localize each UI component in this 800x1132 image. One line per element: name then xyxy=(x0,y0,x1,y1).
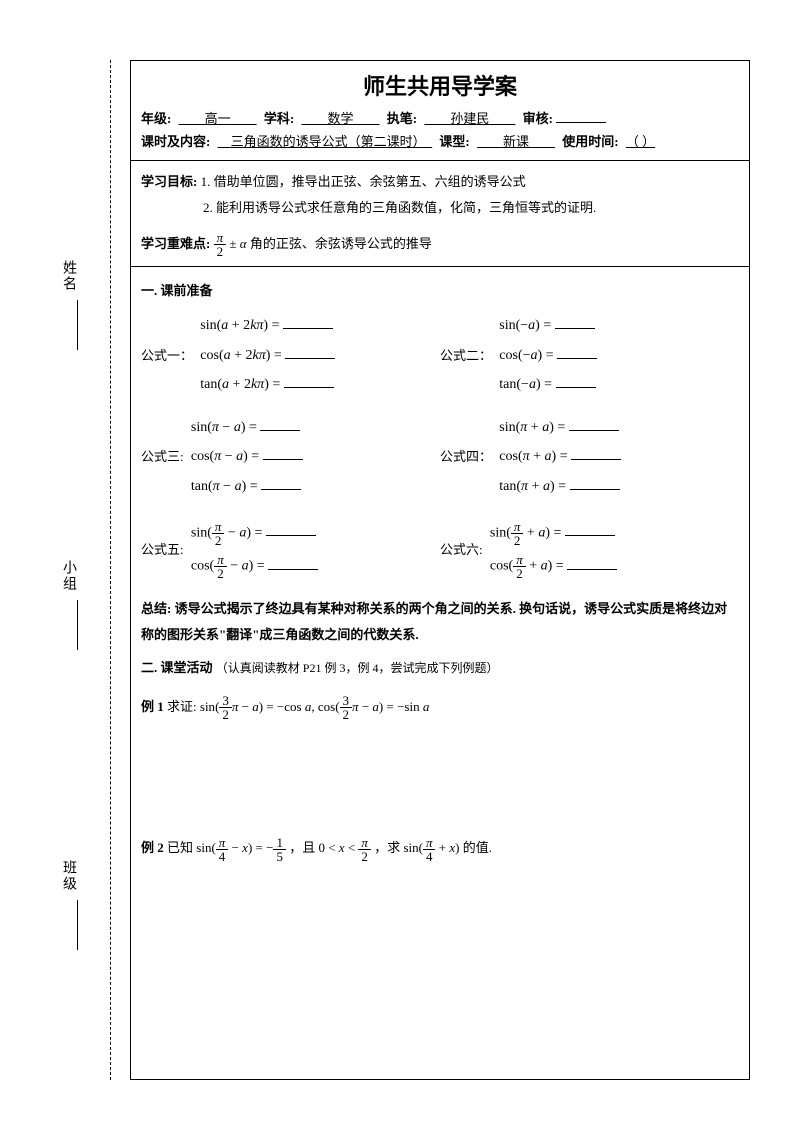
meta-line-2: 课时及内容: 三角函数的诱导公式（第二课时） 课型: 新课 使用时间: （ ） xyxy=(141,130,739,153)
f6-label: 公式六: xyxy=(440,538,483,563)
writer-label: 执笔: xyxy=(387,111,417,126)
meta-line-1: 年级: 高一 学科: 数学 执笔: 孙建民 审核: xyxy=(141,107,739,130)
summary-1: 诱导公式揭示了终边具有某种对称关系的两个角之间的关系. 换句话说，诱导公式实质是… xyxy=(175,601,728,616)
example-2: 例 2 已知 sin(π4 − x) = −15 ，且 0 < x < π2 ，… xyxy=(141,832,739,863)
side-group-text: 小组 xyxy=(61,560,76,592)
ex1-label: 例 1 xyxy=(141,699,164,714)
goals-row: 学习目标: 1. 借助单位圆，推导出正弦、余弦第五、六组的诱导公式 xyxy=(141,169,739,195)
review-blank xyxy=(556,110,606,123)
ex2-target: sin(π4 + x) xyxy=(403,840,462,855)
formula-3: 公式三: sin(π − a) = cos(π − a) = tan(π − a… xyxy=(141,412,440,504)
side-column: 姓名 小组 班级 xyxy=(40,60,110,1060)
activity-note: （认真阅读教材 P21 例 3，例 4，尝试完成下列例题） xyxy=(216,661,499,675)
goals-section: 学习目标: 1. 借助单位圆，推导出正弦、余弦第五、六组的诱导公式 2. 能利用… xyxy=(131,160,749,268)
ex2-lead: 已知 xyxy=(167,840,193,855)
fold-line xyxy=(110,60,111,1080)
formula-1: 公式一： sin(a + 2kπ) = cos(a + 2kπ) = tan(a… xyxy=(141,310,440,402)
formula-row-34: 公式三: sin(π − a) = cos(π − a) = tan(π − a… xyxy=(141,412,739,504)
ex2-range: 0 < x < π2 xyxy=(318,840,374,855)
formula-row-12: 公式一： sin(a + 2kπ) = cos(a + 2kπ) = tan(a… xyxy=(141,310,739,402)
content-value: 三角函数的诱导公式（第二课时） xyxy=(214,134,437,149)
side-class-label: 班级 xyxy=(58,860,78,952)
time-label: 使用时间: xyxy=(562,134,618,149)
f5-label: 公式五: xyxy=(141,538,184,563)
side-name-text: 姓名 xyxy=(61,260,76,292)
formula-6: 公式六: sin(π2 + a) = cos(π2 + a) = xyxy=(440,514,739,587)
worksheet-title: 师生共用导学案 xyxy=(141,69,739,101)
activity-heading: 二. 课堂活动 xyxy=(141,660,213,675)
difficulty-formula: π2 ± α xyxy=(214,236,250,251)
content-section: 一. 课前准备 公式一： sin(a + 2kπ) = cos(a + 2kπ)… xyxy=(131,267,749,871)
difficulty-row: 学习重难点: π2 ± α 角的正弦、余弦诱导公式的推导 xyxy=(141,231,739,259)
activity-heading-row: 二. 课堂活动 （认真阅读教材 P21 例 3，例 4，尝试完成下列例题） xyxy=(141,656,739,681)
content-label: 课时及内容: xyxy=(141,134,210,149)
subject-label: 学科: xyxy=(264,111,294,126)
goal-2: 2. 能利用诱导公式求任意角的三角函数值，化简，三角恒等式的证明. xyxy=(141,195,739,221)
type-value: 新课 xyxy=(473,134,559,149)
side-class-text: 班级 xyxy=(61,860,76,892)
grade-value: 高一 xyxy=(175,111,261,126)
side-name-label: 姓名 xyxy=(58,260,78,352)
workspace-1 xyxy=(141,722,739,822)
ex1-formula: sin(32π − a) = −cos a, cos(32π − a) = −s… xyxy=(200,699,429,714)
f1-label: 公式一： xyxy=(141,344,193,369)
worksheet-box: 师生共用导学案 年级: 高一 学科: 数学 执笔: 孙建民 审核: 课时及内容:… xyxy=(130,60,750,1080)
side-group-blank xyxy=(77,600,78,650)
goal-1: 1. 借助单位圆，推导出正弦、余弦第五、六组的诱导公式 xyxy=(201,174,526,189)
f3-label: 公式三: xyxy=(141,445,184,470)
side-class-blank xyxy=(77,900,78,950)
review-label: 审核: xyxy=(523,111,553,126)
side-group-label: 小组 xyxy=(58,560,78,652)
ex2-label: 例 2 xyxy=(141,840,164,855)
goals-label: 学习目标: xyxy=(141,174,197,189)
prep-heading: 一. 课前准备 xyxy=(141,279,739,304)
f4-label: 公式四： xyxy=(440,445,492,470)
summary-label: 总结: xyxy=(141,601,171,616)
ex2-tail: ，求 xyxy=(374,840,400,855)
ex2-formula: sin(π4 − x) = −15 xyxy=(196,840,289,855)
summary-2: 称的图形关系"翻译"成三角函数之间的代数关系. xyxy=(141,622,739,648)
grade-label: 年级: xyxy=(141,111,171,126)
formula-5: 公式五: sin(π2 − a) = cos(π2 − a) = xyxy=(141,514,440,587)
side-name-blank xyxy=(77,300,78,350)
ex2-end: 的值. xyxy=(463,840,492,855)
subject-value: 数学 xyxy=(297,111,383,126)
example-1: 例 1 求证: sin(32π − a) = −cos a, cos(32π −… xyxy=(141,691,739,722)
formula-2: 公式二： sin(−a) = cos(−a) = tan(−a) = xyxy=(440,310,739,402)
f2-label: 公式二： xyxy=(440,344,492,369)
time-value: （ ） xyxy=(622,134,659,149)
type-label: 课型: xyxy=(439,134,469,149)
writer-value: 孙建民 xyxy=(420,111,519,126)
summary: 总结: 诱导公式揭示了终边具有某种对称关系的两个角之间的关系. 换句话说，诱导公… xyxy=(141,596,739,622)
formula-4: 公式四： sin(π + a) = cos(π + a) = tan(π + a… xyxy=(440,412,739,504)
difficulty-label: 学习重难点: xyxy=(141,236,210,251)
ex1-lead: 求证: xyxy=(167,699,197,714)
header: 师生共用导学案 年级: 高一 学科: 数学 执笔: 孙建民 审核: 课时及内容:… xyxy=(131,61,749,160)
ex2-mid: ，且 xyxy=(289,840,315,855)
difficulty-text: 角的正弦、余弦诱导公式的推导 xyxy=(250,236,432,251)
formula-row-56: 公式五: sin(π2 − a) = cos(π2 − a) = 公式六: si… xyxy=(141,514,739,587)
